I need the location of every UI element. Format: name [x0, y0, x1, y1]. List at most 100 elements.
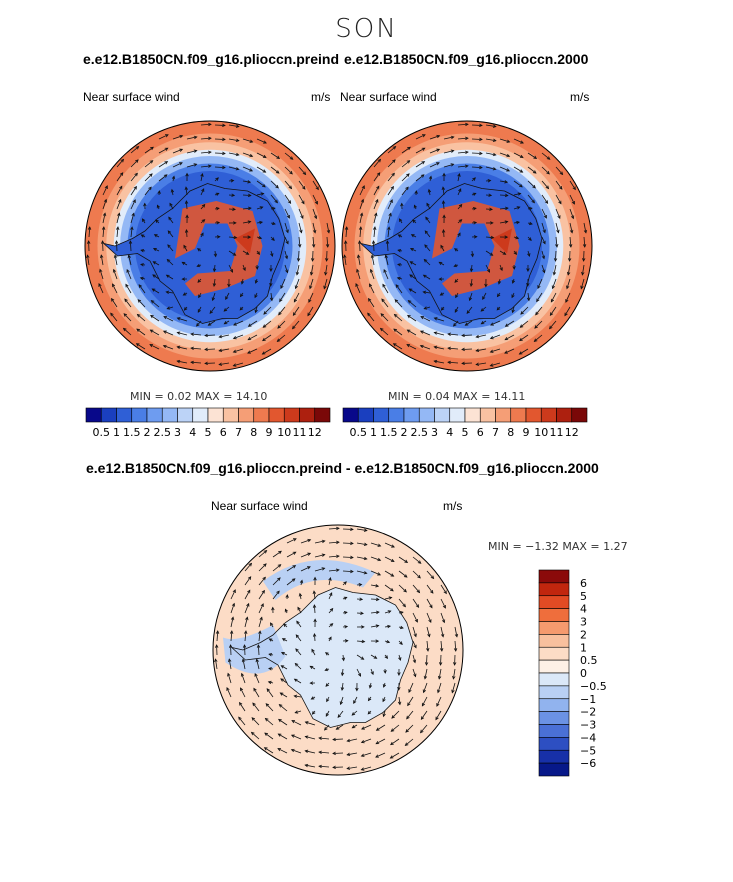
- map3-wind-arrowhead: [283, 623, 287, 627]
- map2-wind-arrowhead: [376, 172, 381, 176]
- map2-wind-arrowhead: [519, 169, 524, 173]
- map3-wind-vector: [258, 631, 261, 642]
- map2-wind-vector: [490, 348, 501, 353]
- map3-wind-vector: [356, 640, 365, 643]
- map2-wind-vector: [569, 194, 575, 205]
- map1-wind-arrowhead: [235, 138, 240, 143]
- map2-wind-vector: [583, 222, 587, 233]
- map1-wind-arrowhead: [126, 268, 130, 273]
- map1-wind-vector: [312, 208, 317, 219]
- map1-wind-arrowhead: [212, 283, 217, 287]
- map3-wind-vector: [370, 570, 381, 576]
- map1-wind-arrowhead: [278, 311, 282, 316]
- map2-wind-arrowhead: [370, 254, 375, 259]
- map3-wind-arrowhead: [312, 590, 317, 595]
- map1-wind-arrowhead: [208, 136, 212, 141]
- map3-wind-arrowhead: [247, 576, 252, 580]
- map1-wind-vector: [293, 292, 300, 303]
- map1-wind-arrowhead: [139, 276, 144, 281]
- map2-wind-vector: [567, 264, 571, 275]
- map1-wind-arrowhead: [255, 266, 259, 270]
- map3-wind-arrowhead: [363, 528, 368, 532]
- map2-wind-vector: [373, 213, 377, 224]
- map2-wind-vector: [527, 194, 535, 203]
- map3-wind-vector: [297, 607, 302, 614]
- map1-wind-arrowhead: [130, 226, 134, 231]
- map2-wind-vector: [401, 186, 409, 196]
- map2-wind-arrowhead: [392, 159, 396, 163]
- map3-wind-arrowhead: [429, 604, 433, 609]
- case-title-left: e.e12.B1850CN.f09_g16.plioccn.preind: [83, 51, 339, 67]
- map3-wind-arrowhead: [265, 703, 270, 707]
- map1-wind-vector: [228, 124, 239, 127]
- map3-wind-vector: [254, 673, 260, 684]
- map3-wind-arrowhead: [335, 726, 340, 730]
- map1-wind-vector: [158, 161, 168, 168]
- map1-wind-arrowhead: [197, 279, 201, 283]
- map2-wind-vector: [420, 345, 431, 350]
- map2-wind-arrowhead: [572, 186, 576, 191]
- map2-wind-arrowhead: [488, 193, 493, 197]
- panel3-min-max: MIN = −1.32 MAX = 1.27: [488, 540, 628, 553]
- cb3-tick-label: 2: [580, 628, 587, 641]
- map1-wind-arrowhead: [133, 185, 137, 190]
- map1-wind-vector: [197, 306, 202, 313]
- map3-wind-vector: [436, 696, 442, 707]
- map3-wind-arrowhead: [290, 748, 295, 753]
- map3-wind-arrowhead: [387, 610, 392, 614]
- map1-wind-vector: [270, 194, 278, 203]
- map1-wind-arrowhead: [165, 274, 170, 278]
- map3-wind-arrowhead: [278, 704, 283, 708]
- map3-wind-arrowhead: [245, 616, 249, 621]
- map2-wind-arrowhead: [392, 343, 397, 347]
- map1-wind-arrowhead: [262, 337, 266, 342]
- map3-wind-vector: [342, 654, 345, 661]
- map2-wind-vector: [482, 292, 487, 300]
- map2-wind-vector: [499, 138, 510, 143]
- map3-wind-arrowhead: [389, 755, 394, 759]
- map1-wind-arrowhead: [275, 184, 279, 189]
- map1-wind-arrowhead: [200, 232, 204, 237]
- map3-wind-vector: [272, 590, 280, 600]
- map1-wind-vector: [242, 152, 253, 157]
- map3-wind-arrowhead: [318, 736, 322, 740]
- map2-wind-vector: [443, 163, 454, 168]
- map1-wind-vector: [256, 152, 267, 158]
- map1-wind-arrowhead: [262, 324, 267, 328]
- map2-wind-vector: [415, 161, 425, 168]
- map3-wind-arrowhead: [413, 673, 417, 678]
- map1-wind-vector: [219, 348, 230, 352]
- map3-wind-arrowhead: [350, 555, 354, 560]
- map2-wind-vector: [457, 123, 469, 126]
- map2-wind-vector: [420, 330, 431, 336]
- map3-wind-arrowhead: [420, 716, 425, 720]
- cb2-tick-label: 7: [492, 426, 499, 439]
- map2-wind-vector: [490, 334, 501, 339]
- map3-wind-arrowhead: [423, 675, 428, 680]
- map2-wind-vector: [383, 269, 389, 280]
- map3-wind-vector: [356, 528, 367, 531]
- map3-wind-arrowhead: [230, 616, 235, 621]
- map2-wind-arrowhead: [436, 162, 440, 166]
- map2-wind-vector: [401, 146, 411, 154]
- map2-wind-arrowhead: [461, 333, 465, 338]
- map2-wind-vector: [355, 283, 361, 294]
- map2-wind-vector: [425, 217, 431, 224]
- map1-wind-arrowhead: [287, 200, 292, 204]
- map2-wind-vector: [373, 186, 380, 196]
- map3-wind-arrowhead: [258, 630, 262, 635]
- map2-wind-arrowhead: [450, 163, 455, 167]
- map3-wind-arrowhead: [312, 604, 317, 608]
- map3-wind-vector: [305, 736, 316, 740]
- map2-wind-vector: [499, 264, 503, 271]
- map3-wind-arrowhead: [321, 553, 326, 557]
- map1-wind-arrowhead: [110, 312, 114, 317]
- map1-wind-arrowhead: [190, 360, 194, 365]
- map3-wind-arrowhead: [339, 701, 343, 706]
- map1-wind-arrowhead: [87, 226, 92, 230]
- map1-wind-arrowhead: [295, 271, 300, 276]
- map2-wind-vector: [434, 360, 445, 364]
- map1-wind-vector: [284, 222, 289, 233]
- map1-wind-arrowhead: [276, 155, 281, 159]
- map3-wind-vector: [314, 633, 316, 642]
